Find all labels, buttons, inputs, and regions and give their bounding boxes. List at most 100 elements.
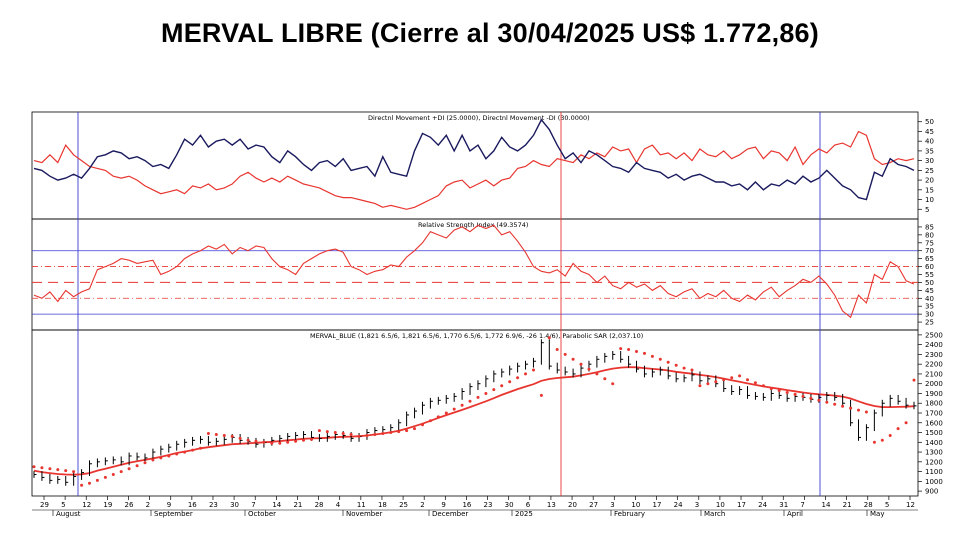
sar-dot	[286, 440, 290, 444]
x-tick-label: 2	[420, 501, 424, 509]
sar-dot	[785, 391, 789, 394]
x-tick-label: 20	[568, 501, 577, 509]
sar-dot	[666, 360, 670, 364]
sar-dot	[103, 475, 107, 479]
x-month-label: May	[870, 510, 884, 518]
x-month-label: December	[432, 510, 468, 518]
x-tick-label: 29	[40, 501, 49, 509]
y-tick-label: 45	[925, 287, 934, 295]
sar-dot	[349, 433, 353, 436]
sar-dot	[119, 470, 123, 474]
sar-dot	[357, 434, 361, 438]
x-tick-label: 21	[293, 501, 302, 509]
sar-dot	[127, 467, 131, 471]
panel-frame-1	[31, 218, 919, 331]
y-tick-label: 5	[925, 206, 929, 214]
y-tick-label: 35	[925, 303, 934, 311]
sar-dot	[571, 357, 575, 361]
y-tick-label: 1500	[925, 429, 943, 437]
x-tick-label: 2	[146, 501, 150, 509]
sar-dot	[95, 478, 99, 482]
sar-dot	[761, 384, 765, 388]
sar-dot	[801, 394, 805, 398]
sar-dot	[381, 432, 385, 435]
sar-dot	[896, 427, 900, 431]
y-tick-label: 45	[925, 128, 934, 136]
chart-title: MERVAL LIBRE (Cierre al 30/04/2025 US$ 1…	[161, 18, 819, 48]
sar-dot	[650, 354, 654, 358]
x-tick-label: 24	[674, 501, 683, 509]
y-tick-label: 65	[925, 255, 934, 263]
y-tick-label: 40	[925, 295, 934, 303]
sar-dot	[777, 389, 781, 392]
y-tick-label: 75	[925, 239, 934, 247]
sar-dot	[389, 431, 393, 434]
y-tick-label: 60	[925, 263, 934, 271]
sar-dot	[222, 434, 226, 437]
sar-dot	[88, 481, 91, 485]
x-month-label: March	[704, 510, 725, 518]
sar-dot	[333, 431, 337, 434]
sar-dot	[341, 432, 345, 435]
sar-dot	[809, 396, 813, 400]
sar-dot	[246, 438, 250, 442]
y-tick-label: 1300	[925, 449, 943, 457]
y-tick-label: 2000	[925, 380, 943, 388]
sar-dot	[706, 382, 710, 386]
y-tick-label: 1700	[925, 410, 943, 418]
sar-dot	[373, 433, 377, 436]
sar-dot	[270, 441, 274, 445]
x-tick-label: 13	[547, 501, 556, 509]
sar-dot	[262, 440, 266, 444]
sar-dot	[405, 429, 409, 433]
moving-average-line	[33, 366, 915, 476]
x-tick-label: 7	[251, 501, 255, 509]
y-tick-label: 900	[925, 488, 938, 496]
sar-dot	[191, 448, 195, 452]
y-tick-label: 35	[925, 147, 934, 155]
x-tick-label: 10	[631, 501, 640, 509]
sar-dot	[151, 458, 155, 462]
x-tick-label: 3	[610, 501, 614, 509]
y-tick-label: 2400	[925, 341, 943, 349]
y-tick-label: 1000	[925, 478, 943, 486]
sar-dot	[698, 384, 702, 388]
sar-dot	[611, 382, 615, 386]
x-tick-label: 23	[209, 501, 218, 509]
x-month-label: September	[154, 510, 193, 518]
sar-dot	[254, 439, 258, 443]
sar-dot	[627, 348, 631, 351]
y-tick-label: 25	[925, 319, 934, 327]
x-tick-label: 10	[716, 501, 725, 509]
sar-dot	[658, 357, 662, 361]
x-tick-label: 11	[357, 501, 366, 509]
y-tick-label: 2100	[925, 370, 943, 378]
sar-dot	[294, 439, 298, 443]
sar-dot	[730, 376, 734, 380]
panel-frame-0	[31, 111, 919, 220]
y-tick-label: 2300	[925, 351, 943, 359]
sar-dot	[230, 434, 234, 438]
x-tick-label: 21	[843, 501, 852, 509]
x-tick-label: 24	[758, 501, 767, 509]
sar-dot	[310, 437, 313, 441]
sar-dot	[690, 368, 694, 372]
y-tick-label: 1400	[925, 439, 943, 447]
sar-dot	[746, 378, 749, 382]
x-tick-label: 28	[864, 501, 873, 509]
sar-dot	[183, 450, 187, 454]
x-tick-label: 14	[272, 501, 281, 509]
panel-frame-2	[31, 329, 919, 497]
x-tick-label: 31	[779, 501, 788, 509]
sar-dot	[56, 468, 60, 472]
sar-dot	[841, 404, 845, 408]
sar-dot	[500, 384, 504, 388]
sar-dot	[278, 441, 282, 445]
sar-dot	[238, 436, 242, 440]
y-tick-label: 15	[925, 186, 934, 194]
y-tick-label: 30	[925, 157, 934, 165]
x-tick-label: 25	[399, 501, 408, 509]
sar-dot	[635, 350, 638, 353]
sar-dot	[888, 434, 892, 437]
sar-dot	[214, 433, 218, 436]
